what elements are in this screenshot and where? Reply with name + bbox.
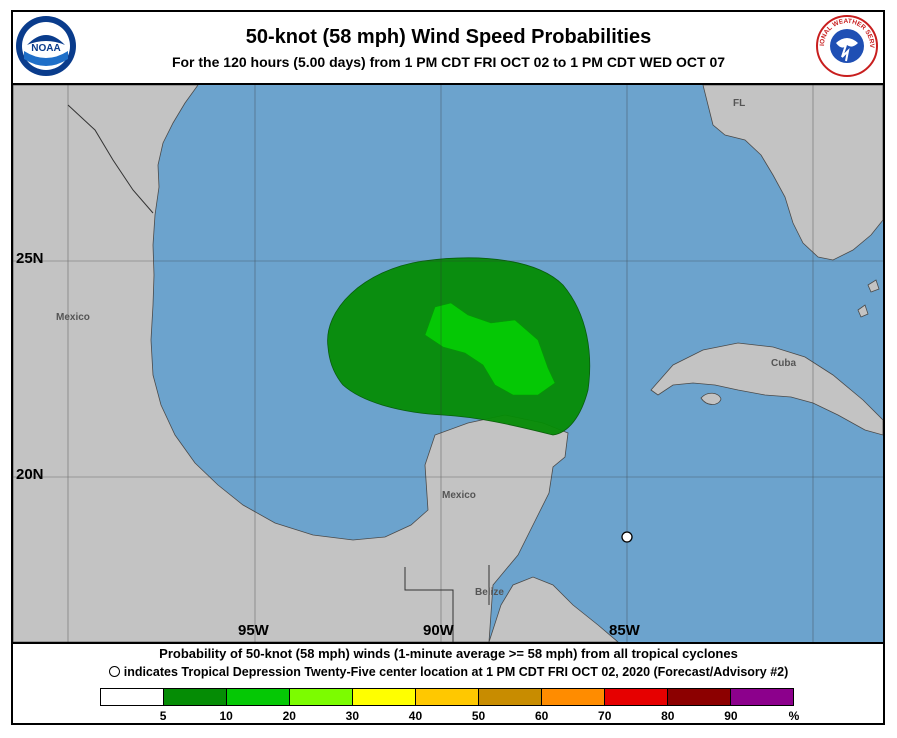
legend-tick-label: 80: [661, 709, 675, 723]
land-cuba: [650, 342, 883, 436]
place-label-cuba: Cuba: [771, 358, 796, 369]
legend-tick-label: %: [788, 709, 800, 723]
legend-swatch: [101, 689, 164, 705]
nws-logo: NATIONAL WEATHER SERVICE: [816, 15, 878, 77]
lon-label-95w: 95W: [238, 622, 269, 639]
lon-label-85w: 85W: [609, 622, 640, 639]
legend-tick-label: 90: [724, 709, 738, 723]
legend-tick-label: 20: [282, 709, 296, 723]
legend-tick-label: 5: [159, 709, 167, 723]
caption-storm-location-text: indicates Tropical Depression Twenty-Fiv…: [123, 665, 789, 679]
legend-swatch: [416, 689, 479, 705]
lat-label-25n: 25N: [16, 250, 44, 267]
caption-storm-location: indicates Tropical Depression Twenty-Fiv…: [0, 665, 897, 679]
legend-colorbar: [100, 688, 794, 706]
border-guatemala-mexico: [404, 567, 454, 642]
legend-swatch: [227, 689, 290, 705]
land-isla-juventud: [700, 392, 722, 405]
noaa-logo-text: NOAA: [31, 43, 60, 54]
place-label-mexico-west: Mexico: [56, 312, 90, 323]
legend-swatch: [164, 689, 227, 705]
caption-probability: Probability of 50-knot (58 mph) winds (1…: [159, 646, 738, 661]
storm-center-marker: [621, 531, 633, 543]
place-label-mexico-yucatan: Mexico: [442, 490, 476, 501]
land-florida: [702, 85, 883, 261]
place-label-fl: FL: [733, 98, 746, 109]
legend-tick-label: 10: [219, 709, 233, 723]
page-title: 50-knot (58 mph) Wind Speed Probabilitie…: [245, 26, 652, 48]
map-canvas: [13, 83, 883, 644]
storm-marker-icon: [108, 666, 120, 677]
land-mexico-texas: [13, 85, 569, 642]
legend-swatch: [605, 689, 668, 705]
legend-tick-label: 30: [345, 709, 360, 723]
legend-swatch: [668, 689, 731, 705]
legend-swatch: [542, 689, 605, 705]
noaa-logo: NOAA: [16, 16, 76, 76]
legend-tick-label: 50: [471, 709, 486, 723]
legend-tick-label: 60: [534, 709, 549, 723]
prob-contour-10-20: [424, 302, 556, 396]
legend-swatch: [290, 689, 353, 705]
legend-tick-label: 70: [598, 709, 612, 723]
border-us-mexico: [67, 104, 154, 214]
page-subtitle: For the 120 hours (5.00 days) from 1 PM …: [171, 54, 726, 70]
legend-tick-label: 40: [408, 709, 423, 723]
land-islands: [857, 279, 880, 318]
land-central-america: [488, 576, 619, 642]
gridlines: [13, 85, 883, 642]
lon-label-90w: 90W: [423, 622, 454, 639]
legend-swatch: [731, 689, 793, 705]
legend-swatch: [479, 689, 542, 705]
lat-label-20n: 20N: [16, 466, 44, 483]
place-label-belize: Belize: [475, 587, 504, 598]
legend-swatch: [353, 689, 416, 705]
